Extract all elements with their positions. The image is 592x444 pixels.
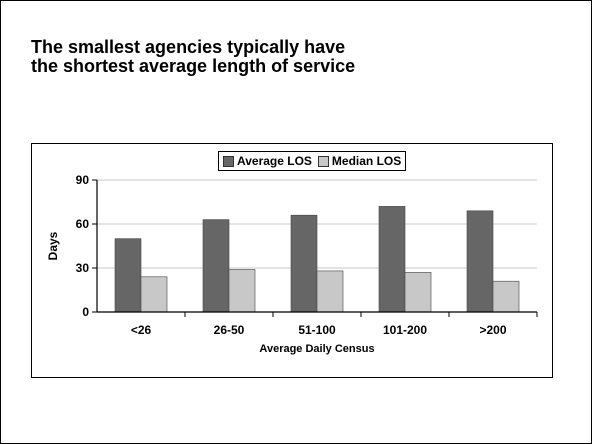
- y-axis-title: Days: [46, 231, 60, 260]
- bar-average-los: [290, 214, 318, 313]
- y-tick-label: 60: [76, 217, 90, 231]
- legend-label-average-los: Average LOS: [237, 154, 312, 168]
- bar-average-los: [202, 219, 230, 313]
- y-tick-label: 30: [76, 261, 90, 275]
- slide-title-line-1: The smallest agencies typically have: [31, 37, 346, 57]
- x-tick-label: 101-200: [383, 323, 427, 337]
- legend-item-median-los: Median LOS: [317, 154, 402, 168]
- bar-median-los: [316, 270, 344, 313]
- bar-median-los: [492, 280, 520, 313]
- bar-median-los: [404, 272, 432, 313]
- x-tick-label: >200: [479, 323, 506, 337]
- chart-legend: Average LOS Median LOS: [218, 151, 407, 171]
- chart-frame: 0 30 60 90 <26 26-50 51-100 101-200 >200 Average …: [31, 143, 553, 378]
- legend-swatch-average-los: [223, 155, 234, 167]
- bar-average-los: [378, 206, 406, 313]
- slide-title-line-2: the shortest average length of service: [31, 56, 356, 76]
- x-tick-label: <26: [131, 323, 152, 337]
- y-tick-label: 0: [82, 305, 89, 319]
- y-tick-label: 90: [76, 173, 90, 187]
- legend-label-median-los: Median LOS: [331, 154, 402, 168]
- bar-median-los: [228, 269, 256, 313]
- bar-median-los: [140, 276, 168, 313]
- x-axis-title: Average Daily Census: [259, 343, 374, 355]
- x-tick-label: 51-100: [298, 323, 336, 337]
- bar-average-los: [466, 210, 494, 313]
- legend-item-average-los: Average LOS: [223, 154, 312, 168]
- slide-title: The smallest agencies typically have the…: [31, 38, 431, 76]
- x-tick-label: 26-50: [214, 323, 245, 337]
- bar-chart: 0 30 60 90 <26 26-50 51-100 101-200 >200 Average …: [46, 173, 538, 355]
- bar-average-los: [114, 238, 142, 313]
- legend-swatch-median-los: [317, 155, 329, 167]
